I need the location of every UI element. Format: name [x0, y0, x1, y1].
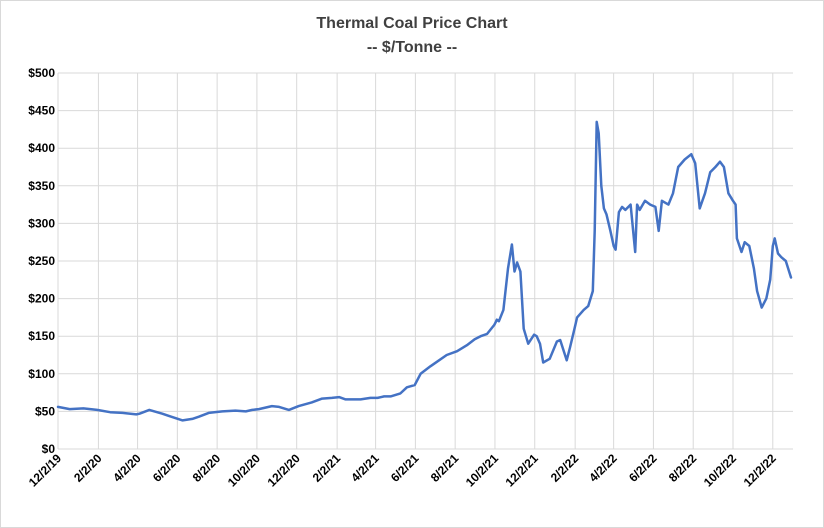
- x-tick-label: 10/2/22: [701, 451, 739, 489]
- chart-title: Thermal Coal Price Chart: [316, 15, 508, 32]
- y-tick-label: $0: [42, 442, 56, 456]
- y-axis-ticks: $0 $50 $100 $150 $200 $250 $300 $350 $400 $450 $50…: [28, 66, 55, 456]
- x-tick-label: 12/2/22: [741, 451, 779, 489]
- y-tick-label: $250: [28, 254, 55, 268]
- coal-price-line: [56, 120, 793, 422]
- chart-subtitle: -- $/Tonne --: [367, 39, 457, 56]
- y-tick-label: $450: [28, 104, 55, 118]
- x-tick-label: 6/2/20: [150, 451, 184, 485]
- x-tick-label: 2/2/21: [310, 451, 344, 485]
- x-tick-label: 2/2/22: [548, 451, 582, 485]
- x-tick-label: 8/2/21: [428, 451, 462, 485]
- x-tick-label: 10/2/20: [225, 451, 263, 489]
- x-tick-label: 12/2/20: [265, 451, 303, 489]
- y-tick-label: $50: [35, 404, 55, 418]
- x-tick-label: 6/2/21: [388, 451, 422, 485]
- x-tick-label: 8/2/22: [666, 451, 700, 485]
- y-tick-label: $500: [28, 66, 55, 80]
- x-tick-label: 12/2/21: [503, 451, 541, 489]
- y-tick-label: $400: [28, 141, 55, 155]
- y-tick-label: $350: [28, 179, 55, 193]
- y-tick-label: $300: [28, 216, 55, 230]
- x-tick-label: 10/2/21: [463, 451, 501, 489]
- x-tick-label: 4/2/20: [110, 451, 144, 485]
- x-axis-ticks: 12/2/19 2/2/20 4/2/20 6/2/20 8/2/20 10/2/20 12…: [26, 451, 779, 489]
- x-tick-label: 4/2/21: [348, 451, 382, 485]
- x-tick-label: 6/2/22: [626, 451, 660, 485]
- y-tick-label: $200: [28, 292, 55, 306]
- x-tick-label: 12/2/19: [26, 451, 64, 489]
- gridlines: [57, 72, 793, 450]
- x-tick-label: 4/2/22: [586, 451, 620, 485]
- x-tick-label: 8/2/20: [190, 451, 224, 485]
- y-tick-label: $150: [28, 329, 55, 343]
- x-tick-label: 2/2/20: [71, 451, 105, 485]
- y-tick-label: $100: [28, 367, 55, 381]
